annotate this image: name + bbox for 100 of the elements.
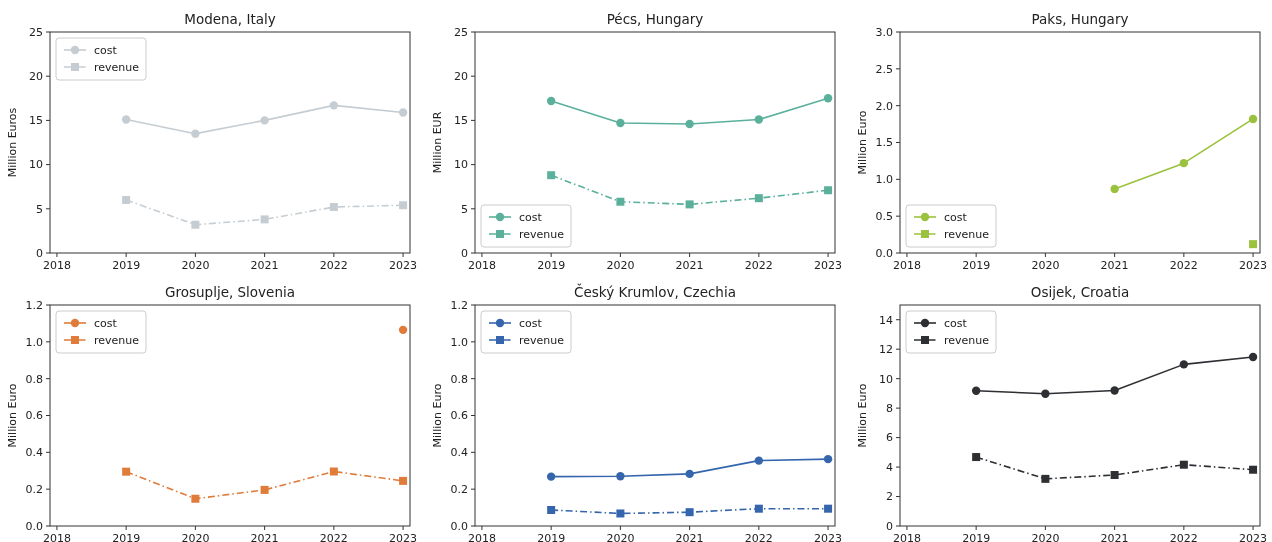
point: [546, 472, 556, 481]
x-tick-label: 2021: [250, 259, 279, 272]
x-tick-label: 2019: [112, 259, 141, 272]
x-tick-label: 2020: [181, 259, 210, 272]
point: [399, 476, 408, 485]
y-tick-label: 20: [454, 70, 468, 84]
y-tick-label: 2.0: [875, 99, 893, 113]
legend-label: revenue: [94, 333, 140, 347]
y-tick-label: 10: [879, 372, 893, 386]
x-tick-label: 2022: [744, 532, 773, 542]
point: [823, 94, 833, 103]
y-tick-label: 0.2: [450, 483, 468, 497]
y-tick-label: 1.0: [875, 173, 893, 187]
y-tick-label: 0: [461, 246, 468, 260]
y-axis-title: Million Euros: [6, 107, 19, 178]
y-tick-label: 5: [461, 202, 468, 216]
x-tick-label: 2019: [537, 259, 566, 272]
point: [260, 116, 269, 125]
y-tick-label: 1.2: [450, 298, 468, 312]
x-tick-label: 2018: [42, 259, 71, 272]
point: [122, 195, 131, 204]
y-tick-label: 0.8: [25, 372, 43, 386]
y-tick-label: 0.0: [450, 519, 468, 533]
point: [329, 467, 338, 476]
y-tick-label: 0.0: [25, 519, 43, 533]
x-tick-label: 2023: [1239, 532, 1268, 542]
point: [121, 115, 131, 124]
y-tick-label: 25: [454, 25, 468, 39]
chart-title: Český Krumlov, Czechia: [574, 283, 736, 300]
y-tick-label: 3.0: [875, 25, 893, 39]
point: [1249, 240, 1258, 249]
legend-label: revenue: [944, 227, 990, 241]
x-tick-label: 2020: [1031, 259, 1060, 272]
legend-label: revenue: [519, 227, 565, 241]
y-tick-label: 0.8: [450, 372, 468, 386]
y-tick-label: 0.2: [25, 483, 43, 497]
chart-title: Modena, Italy: [184, 11, 276, 27]
x-tick-label: 2018: [42, 532, 71, 542]
x-tick-label: 2023: [814, 259, 843, 272]
x-tick-label: 2020: [181, 532, 210, 542]
chart-title: Grosuplje, Slovenia: [165, 284, 295, 300]
point: [685, 508, 694, 517]
point: [1041, 389, 1050, 398]
x-tick-label: 2020: [606, 532, 635, 542]
point: [971, 386, 981, 395]
y-tick-label: 15: [29, 114, 43, 128]
x-tick-label: 2021: [1100, 532, 1129, 542]
point: [1110, 471, 1119, 480]
point: [329, 101, 339, 110]
point: [754, 456, 764, 465]
x-tick-label: 2022: [319, 259, 348, 272]
y-axis-title: Million Euro: [431, 383, 444, 448]
x-tick-label: 2023: [389, 259, 418, 272]
x-tick-label: 2020: [606, 259, 635, 272]
point: [546, 96, 556, 106]
point: [754, 194, 763, 203]
y-tick-label: 6: [886, 431, 893, 445]
point: [754, 504, 763, 513]
x-tick-label: 2019: [962, 259, 991, 272]
y-tick-label: 15: [454, 114, 468, 128]
x-tick-label: 2023: [814, 532, 843, 542]
chart-title: Paks, Hungary: [1031, 11, 1129, 27]
y-tick-label: 12: [879, 343, 893, 357]
point: [754, 115, 764, 124]
point: [1110, 184, 1119, 194]
point: [260, 485, 269, 494]
point: [1249, 465, 1258, 474]
x-tick-label: 2022: [319, 532, 348, 542]
y-tick-label: 8: [886, 401, 893, 415]
point: [547, 171, 556, 180]
point: [1041, 474, 1050, 483]
legend-label: cost: [519, 316, 543, 330]
legend-label: cost: [944, 210, 968, 224]
y-axis-title: Million Euro: [856, 383, 869, 448]
y-axis-title: Million Euro: [6, 383, 19, 448]
y-tick-label: 20: [29, 70, 43, 84]
y-tick-label: 0: [886, 519, 893, 533]
point: [1248, 114, 1258, 124]
y-tick-label: 0.4: [25, 446, 43, 460]
chart-title: Pécs, Hungary: [606, 11, 704, 27]
y-tick-label: 0.4: [450, 446, 468, 460]
legend-label: cost: [519, 210, 543, 224]
legend-label: cost: [94, 43, 118, 57]
chart-title: Osijek, Croatia: [1030, 284, 1130, 300]
x-tick-label: 2019: [962, 532, 991, 542]
legend-label: cost: [944, 316, 968, 330]
point: [685, 200, 694, 209]
x-tick-label: 2023: [1239, 259, 1268, 272]
y-tick-label: 1.5: [875, 136, 893, 150]
y-tick-label: 5: [36, 202, 43, 216]
y-tick-label: 25: [29, 25, 43, 39]
point: [616, 509, 625, 518]
point: [685, 469, 694, 479]
point: [972, 453, 981, 462]
point: [1179, 360, 1189, 369]
point: [616, 197, 625, 206]
point: [122, 467, 131, 476]
x-tick-label: 2018: [892, 532, 921, 542]
y-tick-label: 1.0: [450, 335, 468, 349]
y-tick-label: 1.2: [25, 298, 43, 312]
